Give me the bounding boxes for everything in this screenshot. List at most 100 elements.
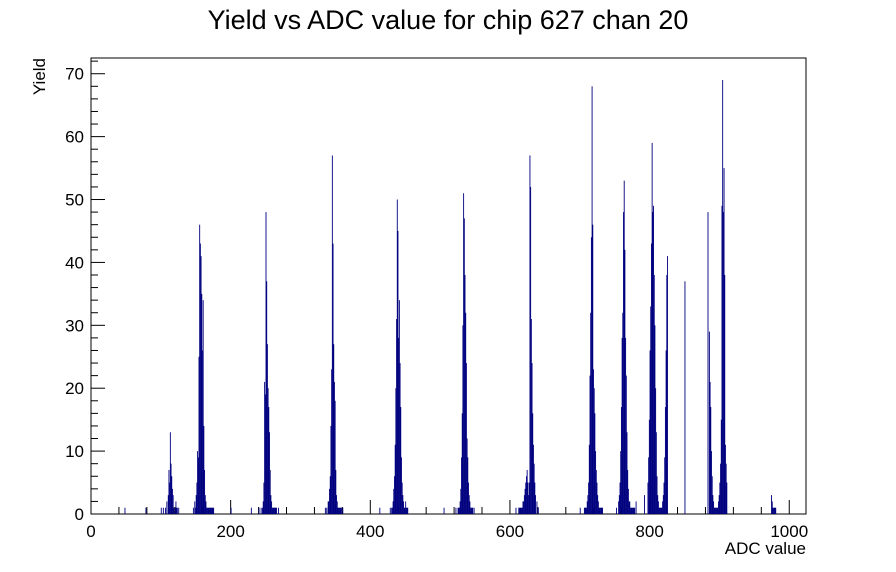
histogram-bin <box>194 501 196 514</box>
histogram-bin <box>393 488 395 514</box>
histogram-bin <box>630 507 631 514</box>
histogram-bin <box>653 205 654 515</box>
histogram-bin <box>774 507 776 514</box>
histogram-bin <box>276 507 277 514</box>
histogram-bin <box>530 319 532 514</box>
x-tick-label: 600 <box>496 522 524 541</box>
histogram-bin <box>592 224 594 515</box>
histogram-bin <box>202 300 204 514</box>
histogram-bin <box>719 482 721 514</box>
histogram-bin <box>716 507 718 514</box>
histogram-bin <box>333 381 335 514</box>
histogram-bin <box>405 507 407 514</box>
histogram-bin <box>469 501 471 514</box>
histogram-bin <box>771 501 773 514</box>
histogram-bin <box>648 419 650 514</box>
histogram-bin <box>273 507 275 514</box>
histogram-bin <box>392 501 394 514</box>
histogram-bin <box>662 495 664 514</box>
histogram-bin <box>470 507 472 514</box>
histogram-bin <box>526 469 528 514</box>
histogram-bin <box>651 142 653 514</box>
histogram-bin <box>664 407 666 514</box>
histogram-bin <box>622 312 624 514</box>
y-axis-label: Yield <box>30 58 49 95</box>
histogram-bin <box>205 501 207 514</box>
histogram-bin <box>395 388 397 514</box>
histogram-bin <box>659 507 661 514</box>
histogram-bin <box>195 495 197 514</box>
histogram-bin <box>587 495 589 514</box>
histogram-bin <box>271 501 273 514</box>
y-tick-label: 50 <box>65 191 84 210</box>
histogram-bin <box>471 507 473 514</box>
histogram-bin <box>597 495 599 514</box>
histogram-bin <box>207 507 209 514</box>
histogram-bin <box>534 482 536 514</box>
histogram-bin <box>585 507 587 514</box>
histogram-bin <box>653 274 655 514</box>
histogram-bin <box>584 507 586 514</box>
histogram-bin <box>206 507 208 514</box>
histogram-bin <box>722 212 724 514</box>
histogram-bin <box>618 495 620 514</box>
histogram-bin <box>171 488 173 514</box>
histogram-bin <box>211 507 213 514</box>
histogram-bin <box>600 507 601 514</box>
histogram-bin <box>274 507 276 514</box>
histogram-bin <box>403 501 405 514</box>
histogram-bin <box>586 507 587 514</box>
histogram-bin <box>272 507 274 514</box>
histogram-bin <box>720 463 722 514</box>
histogram-bin <box>264 381 266 514</box>
histogram-bin <box>519 507 521 514</box>
histogram-bin <box>271 507 273 514</box>
histogram-bin <box>171 476 173 514</box>
histogram-bin <box>588 444 590 514</box>
y-tick-label: 30 <box>65 316 84 335</box>
histogram-bin <box>623 212 624 514</box>
histogram-bin <box>460 488 462 514</box>
histogram-bin <box>602 507 604 514</box>
histogram-bin <box>399 363 401 514</box>
histogram-bin <box>204 469 206 514</box>
histogram-bin <box>657 495 659 514</box>
histogram-bin <box>209 507 211 514</box>
histogram-bin <box>176 507 178 514</box>
x-tick-label: 200 <box>216 522 244 541</box>
histogram-bin <box>467 457 469 514</box>
histogram-bin <box>711 451 712 514</box>
histogram-bin <box>402 495 404 514</box>
histogram-bin <box>635 501 637 514</box>
histogram-bin <box>170 463 172 514</box>
histogram-bin <box>650 306 652 514</box>
histogram-bin <box>199 224 201 515</box>
histogram-bin <box>463 193 465 514</box>
histogram-bin <box>396 199 398 514</box>
histogram-bin <box>268 407 270 514</box>
histogram-bin <box>521 507 523 514</box>
histogram-bin <box>623 180 625 515</box>
histogram-bin <box>724 274 726 514</box>
histogram-bin <box>711 476 713 514</box>
histogram-bin <box>648 457 650 514</box>
histogram-bin <box>338 507 340 514</box>
histogram-bin <box>336 501 338 514</box>
histogram-bin <box>174 507 176 514</box>
histogram-bin <box>723 168 725 514</box>
histogram-bin <box>407 507 409 514</box>
histogram-bin <box>342 507 344 514</box>
histogram-bin <box>710 407 712 514</box>
histogram-bin <box>524 488 526 514</box>
histogram-bin <box>775 507 777 514</box>
histogram-bin <box>525 482 527 514</box>
histogram-bin <box>458 507 460 514</box>
histogram-bin <box>518 507 520 514</box>
histogram-bin <box>266 281 268 514</box>
histogram-bin <box>537 507 539 514</box>
histogram-bin <box>208 507 210 514</box>
histogram-bin <box>167 495 169 514</box>
x-tick-label: 400 <box>356 522 384 541</box>
histogram-bin <box>197 451 199 514</box>
histogram-bin <box>336 495 337 514</box>
